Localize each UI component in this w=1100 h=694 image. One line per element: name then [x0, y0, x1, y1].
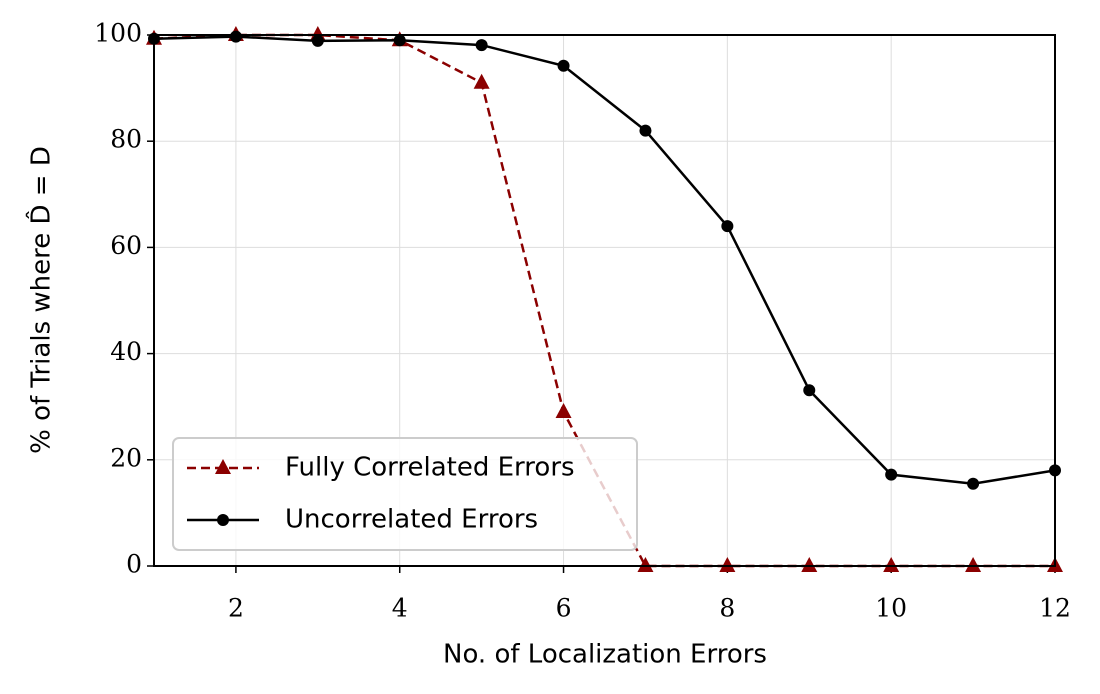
legend-box [172, 437, 638, 551]
marker [883, 557, 900, 572]
marker [473, 73, 490, 89]
marker [967, 477, 980, 490]
marker [555, 403, 572, 419]
x-tick-label: 2 [228, 594, 244, 623]
plot-frame [153, 34, 1056, 567]
marker [885, 468, 898, 481]
legend: Fully Correlated Errors Uncorrelated Erro… [172, 437, 638, 551]
marker [217, 514, 229, 526]
marker [803, 384, 816, 397]
x-tick-label: 4 [392, 594, 408, 623]
x-tick-label: 10 [875, 594, 907, 623]
marker [965, 557, 982, 572]
marker [311, 34, 324, 47]
y-tick-label: 60 [110, 231, 142, 260]
marker [637, 557, 654, 572]
x-tick-label: 6 [556, 594, 572, 623]
marker [639, 124, 652, 137]
y-tick-label: 40 [110, 337, 142, 366]
marker [801, 557, 818, 572]
marker [719, 557, 736, 572]
marker [721, 220, 734, 233]
y-axis-label: % of Trials where D̂ = D [25, 146, 57, 454]
legend-label: Uncorrelated Errors [285, 505, 538, 535]
x-axis-label: No. of Localization Errors [443, 640, 767, 670]
y-tick-label: 0 [126, 550, 142, 579]
marker [475, 39, 488, 52]
y-tick-label: 80 [110, 125, 142, 154]
legend-label: Fully Correlated Errors [285, 453, 575, 483]
y-tick-label: 20 [110, 443, 142, 472]
marker [393, 34, 406, 47]
marker [557, 59, 570, 72]
y-tick-label: 100 [94, 19, 142, 48]
marker [229, 30, 242, 43]
marker [215, 459, 231, 474]
x-tick-label: 8 [719, 594, 735, 623]
series-line [153, 35, 1056, 485]
x-tick-label: 12 [1039, 594, 1071, 623]
